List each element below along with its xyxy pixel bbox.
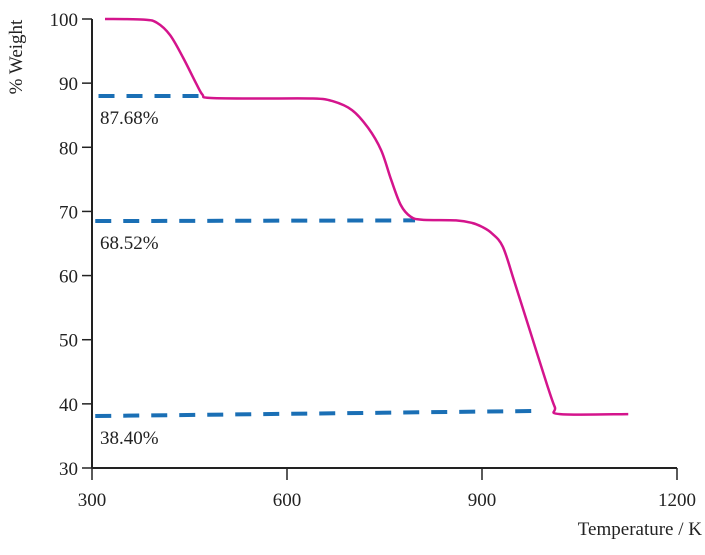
x-tick-label: 900 <box>468 490 497 511</box>
reference-label: 68.52% <box>100 233 159 254</box>
x-tick-label: 600 <box>273 490 302 511</box>
reference-line <box>95 218 416 224</box>
axes: 30 40 50 60 70 80 90 100 300 600 900 1200 <box>50 10 697 511</box>
y-tick-label: 80 <box>59 138 78 159</box>
y-tick-label: 70 <box>59 202 78 223</box>
y-tick-label: 50 <box>59 331 78 352</box>
y-tick-label: 90 <box>59 74 78 95</box>
y-tick-label: 30 <box>59 459 78 480</box>
y-tick-label: 40 <box>59 395 78 416</box>
x-axis-label: Temperature / K <box>578 519 703 540</box>
x-tick-label: 300 <box>78 490 107 511</box>
y-tick-label: 100 <box>50 10 79 31</box>
x-tick-label: 1200 <box>658 490 696 511</box>
reference-label: 87.68% <box>100 108 159 129</box>
y-axis-label: % Weight <box>6 19 27 94</box>
reference-lines: 87.68% 68.52% 38.40% <box>95 93 541 449</box>
tga-curve <box>104 17 629 416</box>
y-tick-label: 60 <box>59 267 78 288</box>
reference-line <box>95 408 541 419</box>
reference-label: 38.40% <box>100 428 159 449</box>
series <box>104 17 629 416</box>
